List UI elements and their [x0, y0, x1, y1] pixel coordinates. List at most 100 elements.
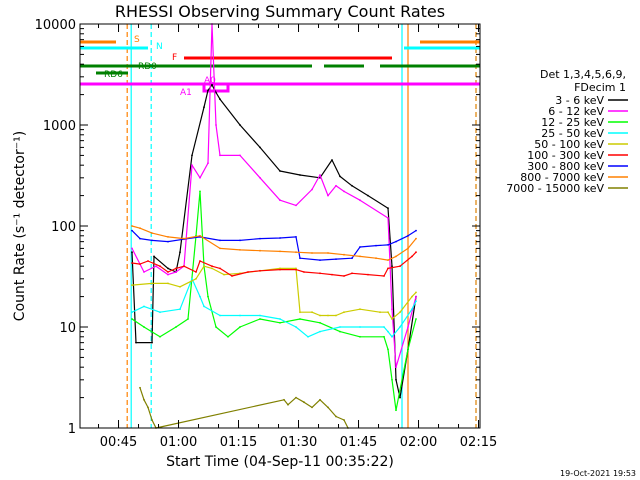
series-6-point-3 — [167, 240, 169, 243]
series-3-point-1 — [143, 305, 145, 308]
series-0-point-20 — [351, 184, 353, 187]
series-4-point-16 — [335, 314, 337, 317]
series-0-point-11 — [215, 91, 217, 94]
series-8-point-6 — [287, 403, 289, 406]
series-5-point-12 — [247, 271, 249, 273]
axes: 00:45 01:00 01:15 01:30 01:45 02:00 02:15 1 10 10… — [35, 18, 498, 450]
state-bar-label-a1: A1 — [180, 88, 192, 98]
series-8-point-8 — [303, 401, 305, 404]
y-tick-label-3: 1000 — [43, 119, 76, 134]
series-3-point-0 — [131, 311, 133, 314]
series-3-point-6 — [203, 305, 205, 308]
series-3-point-12 — [307, 335, 309, 338]
series-1-point-19 — [335, 184, 337, 187]
series-7-point-5 — [199, 234, 201, 237]
series-0-point-3 — [153, 255, 155, 258]
series-7-point-7 — [239, 249, 241, 251]
y-tick-label-0: 1 — [68, 422, 76, 437]
series-1-point-25 — [407, 326, 409, 328]
series-7-point-9 — [279, 250, 281, 253]
legend-label-3: 25 - 50 keV — [541, 127, 604, 140]
series-6-point-10 — [295, 236, 297, 238]
series-3-point-19 — [399, 326, 401, 328]
series-3-point-3 — [179, 308, 181, 311]
series-4-point-6 — [211, 267, 213, 270]
series-6-point-1 — [139, 237, 141, 240]
series-5-point-19 — [343, 275, 345, 277]
series-line-4 — [131, 265, 417, 320]
series-7-point-6 — [219, 247, 221, 250]
series-0-point-13 — [239, 124, 241, 126]
series-0-point-18 — [331, 159, 333, 161]
series-4-point-1 — [151, 282, 153, 285]
series-1-point-3 — [167, 273, 169, 276]
legend-label-8: 7000 - 15000 keV — [506, 182, 604, 195]
state-bar-label-rd0: RD0 — [138, 62, 157, 72]
series-0-point-23 — [391, 265, 393, 268]
series-1-point-16 — [311, 188, 313, 191]
series-6-point-6 — [219, 239, 221, 242]
series-2-point-2 — [159, 335, 161, 338]
series-1-point-10 — [215, 124, 217, 126]
series-4-point-2 — [167, 282, 169, 285]
series-2-point-8 — [207, 295, 209, 298]
legend-header: Det 1,3,4,5,6,9, — [540, 68, 626, 81]
legend-label-5: 100 - 300 keV — [527, 149, 604, 162]
series-4-point-20 — [387, 311, 389, 314]
series-7-point-2 — [151, 232, 153, 235]
series-2-point-15 — [319, 321, 321, 324]
series-4-point-17 — [343, 311, 345, 314]
series-5-point-20 — [351, 272, 353, 275]
series-2-point-20 — [391, 378, 393, 381]
series-2-point-22 — [407, 348, 409, 351]
series-3-point-8 — [239, 314, 241, 317]
series-4-point-15 — [327, 314, 329, 317]
series-6-point-17 — [387, 244, 389, 246]
series-line-2 — [131, 190, 417, 411]
y-tick-label-2: 100 — [51, 220, 76, 235]
series-2-point-9 — [215, 326, 217, 328]
series-3-point-13 — [319, 330, 321, 333]
series-1-point-11 — [219, 154, 221, 157]
series-0-point-12 — [219, 98, 221, 101]
series-1-point-14 — [279, 199, 281, 202]
series-5-point-1 — [139, 263, 141, 265]
series-6-point-12 — [319, 259, 321, 261]
series-1-point-26 — [415, 295, 417, 298]
series-5-point-16 — [303, 271, 305, 273]
series-5-point-21 — [367, 273, 369, 276]
series-6-point-19 — [407, 234, 409, 237]
legend-subheader: FDecim 1 — [574, 81, 626, 94]
series-3-point-16 — [383, 326, 385, 328]
series-7-point-3 — [167, 236, 169, 238]
series-5-point-9 — [211, 265, 213, 268]
series-2-point-23 — [415, 318, 417, 320]
series-5-point-26 — [415, 251, 417, 254]
x-axis-label: Start Time (04-Sep-11 00:35:22) — [166, 454, 394, 470]
legend-label-4: 50 - 100 keV — [534, 138, 604, 151]
series-3-point-18 — [391, 335, 393, 338]
series-2-point-0 — [131, 318, 133, 320]
series-1-point-4 — [175, 271, 177, 273]
series-8-point-11 — [327, 406, 329, 409]
series-2-point-10 — [227, 335, 229, 338]
series-8-point-13 — [343, 419, 345, 421]
series-1-point-22 — [387, 217, 389, 219]
series-2-point-21 — [395, 409, 397, 412]
series-4-point-24 — [415, 291, 417, 294]
series-4-point-23 — [411, 295, 413, 298]
series-8-point-7 — [295, 396, 297, 399]
series-0-point-6 — [179, 251, 181, 254]
series-7-point-11 — [311, 252, 313, 254]
series-0-point-9 — [207, 89, 209, 92]
series-5-point-23 — [387, 267, 389, 270]
series-0-point-16 — [299, 174, 301, 176]
series-8-point-5 — [283, 398, 285, 401]
series-5-point-2 — [147, 260, 149, 262]
x-tick-label-0: 00:45 — [100, 435, 137, 450]
y-tick-label-4: 10000 — [35, 18, 76, 33]
series-8-point-2 — [147, 406, 149, 409]
series-5-point-18 — [331, 273, 333, 276]
